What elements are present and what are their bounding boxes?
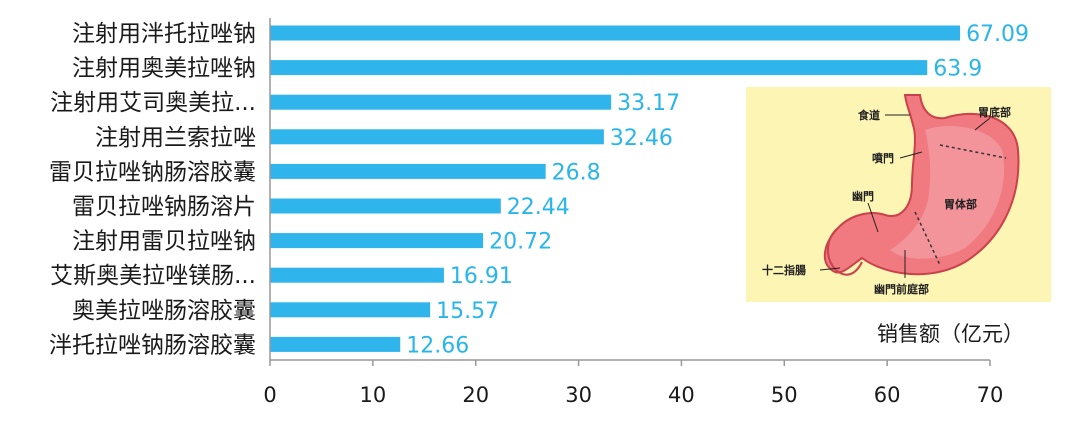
x-tick-label: 70 (977, 383, 1004, 407)
category-label: 注射用奥美拉唑钠 (72, 56, 256, 82)
value-labels: 67.09 63.9 33.17 32.46 26.8 22.44 20.72 16.91 15… (406, 22, 1029, 358)
x-tick-label: 30 (565, 383, 592, 407)
fundus-divider (939, 144, 1007, 159)
x-tick-label: 10 (359, 383, 386, 407)
category-label: 雷贝拉唑钠肠溶片 (72, 194, 256, 220)
bar (270, 129, 604, 145)
duodenum-shape (827, 227, 863, 276)
value-label: 16.91 (450, 264, 513, 289)
bar (270, 233, 484, 249)
value-label: 12.66 (406, 333, 469, 358)
value-label: 15.57 (436, 299, 499, 324)
value-label: 26.8 (552, 160, 601, 185)
label-pylorus: 幽門 (852, 189, 874, 203)
label-esophagus: 食道 (858, 108, 880, 122)
category-label: 注射用艾司奥美拉... (50, 90, 256, 116)
x-axis-unit-label: 销售额（亿元） (877, 322, 1024, 346)
bar (270, 267, 444, 283)
category-label: 雷贝拉唑钠肠溶胶囊 (49, 159, 256, 185)
category-label: 注射用兰索拉唑 (95, 125, 256, 151)
x-axis-ticks (269, 360, 991, 366)
category-label: 艾斯奥美拉唑镁肠... (50, 263, 256, 289)
bar (270, 302, 431, 318)
category-label: 注射用泮托拉唑钠 (72, 21, 256, 47)
value-label: 22.44 (507, 195, 570, 220)
label-cardia: 噴門 (872, 151, 894, 165)
x-tick-label: 60 (874, 383, 901, 407)
duodenum-leader (819, 267, 841, 271)
bars (270, 25, 961, 352)
label-body: 胃体部 (944, 197, 977, 211)
category-label: 注射用雷贝拉唑钠 (72, 229, 256, 255)
value-label: 20.72 (489, 230, 552, 255)
stomach-illustration: 食道 胃底部 噴門 幽門 胃体部 十二指腸 幽門前庭部 (746, 87, 1051, 302)
value-label: 63.9 (933, 57, 982, 82)
stomach-inner-shading (890, 126, 1005, 259)
bar (270, 25, 961, 41)
antrum-divider (914, 211, 941, 266)
category-label: 泮托拉唑钠肠溶胶囊 (49, 332, 256, 358)
cardia-leader (899, 151, 923, 159)
fundus-leader (974, 117, 991, 131)
value-label: 33.17 (617, 91, 680, 116)
value-label: 32.46 (610, 126, 673, 151)
bar (270, 163, 546, 179)
pylorus-leader (867, 202, 879, 233)
label-duodenum: 十二指腸 (762, 263, 806, 277)
category-label: 奥美拉唑肠溶胶囊 (72, 298, 256, 324)
bar (270, 94, 612, 110)
x-tick-label: 20 (462, 383, 489, 407)
bar (270, 336, 401, 352)
label-antrum: 幽門前庭部 (874, 282, 929, 296)
x-tick-label: 40 (668, 383, 695, 407)
x-tick-label: 50 (771, 383, 798, 407)
bar (270, 198, 501, 214)
x-axis-tick-labels: 0 10 20 30 40 50 60 70 (263, 383, 1003, 407)
label-fundus: 胃底部 (978, 105, 1011, 119)
value-label: 67.09 (966, 22, 1029, 47)
x-tick-label: 0 (263, 383, 276, 407)
bar (270, 60, 928, 76)
